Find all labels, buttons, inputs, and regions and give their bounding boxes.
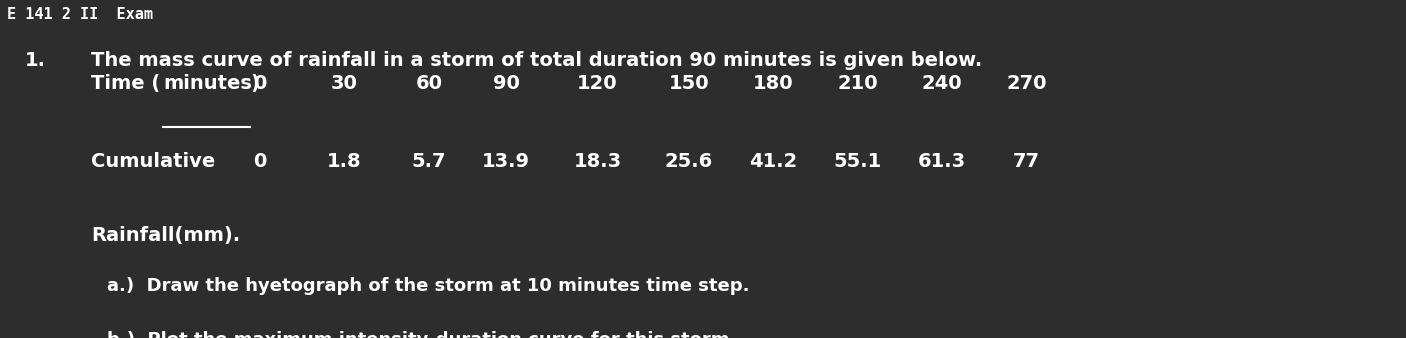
Text: 270: 270 [1007,74,1046,93]
Text: 60: 60 [415,74,443,93]
Text: 240: 240 [922,74,962,93]
Text: 0: 0 [253,152,267,171]
Text: 5.7: 5.7 [412,152,446,171]
Text: b.)  Plot the maximum intensity-duration curve for this storm.: b.) Plot the maximum intensity-duration … [107,331,737,338]
Text: Cumulative: Cumulative [91,152,215,171]
Text: 0: 0 [253,74,267,93]
Text: 90: 90 [492,74,520,93]
Text: 210: 210 [838,74,877,93]
Text: 25.6: 25.6 [665,152,713,171]
Text: Rainfall(mm).: Rainfall(mm). [91,226,240,245]
Text: 13.9: 13.9 [482,152,530,171]
Text: E 141 2 II  Exam: E 141 2 II Exam [7,7,153,22]
Text: 180: 180 [754,74,793,93]
Text: minutes: minutes [163,74,252,93]
Text: 18.3: 18.3 [574,152,621,171]
Text: 41.2: 41.2 [749,152,797,171]
Text: a.)  Draw the hyetograph of the storm at 10 minutes time step.: a.) Draw the hyetograph of the storm at … [107,277,749,295]
Text: 1.: 1. [25,51,46,70]
Text: The mass curve of rainfall in a storm of total duration 90 minutes is given belo: The mass curve of rainfall in a storm of… [91,51,983,70]
Text: 77: 77 [1012,152,1040,171]
Text: 1.8: 1.8 [328,152,361,171]
Text: 30: 30 [330,74,359,93]
Text: 61.3: 61.3 [918,152,966,171]
Text: Time (: Time ( [91,74,160,93]
Text: 150: 150 [669,74,709,93]
Text: ): ) [250,74,259,93]
Text: 120: 120 [578,74,617,93]
Text: 55.1: 55.1 [834,152,882,171]
